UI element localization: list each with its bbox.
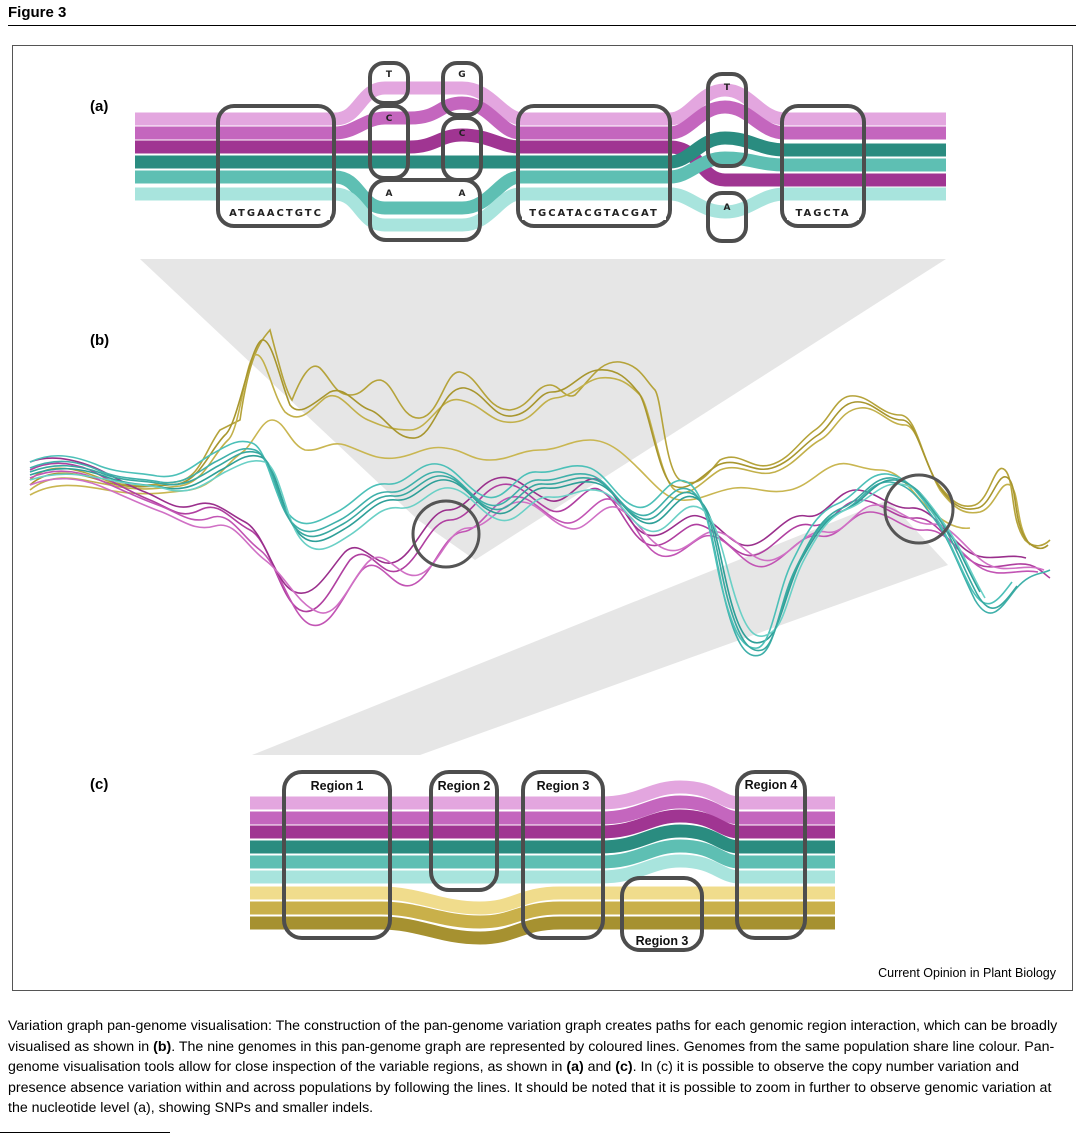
region-2-label: Region 2 xyxy=(438,779,491,793)
c-path-teal-light xyxy=(250,854,835,884)
panel-b-label: (b) xyxy=(90,332,110,349)
snp3-top-base: T xyxy=(724,83,731,93)
c-path-gold-dark xyxy=(250,916,835,945)
sequence-2: TGCATACGTACGAT xyxy=(529,208,659,219)
caption-ref-b: (b) xyxy=(153,1038,172,1055)
snp1-bottom-base: A xyxy=(386,189,393,199)
caption-ref-c: (c) xyxy=(615,1059,633,1075)
magenta-line-4 xyxy=(29,477,1045,614)
caption-text-3: and xyxy=(583,1059,616,1075)
c-path-gold-mid xyxy=(250,901,835,929)
sequence-3: TAGCTA xyxy=(795,208,850,219)
path-teal-dark xyxy=(135,131,946,169)
teal-line-5 xyxy=(29,450,1018,652)
zoom-circle-right xyxy=(883,473,955,545)
caption-text-2: . The nine genomes in this pan-genome gr… xyxy=(8,1038,1055,1076)
figure-frame xyxy=(12,45,1073,991)
caption-ref-a: (a) xyxy=(566,1059,584,1075)
region-4-label: Region 4 xyxy=(745,778,798,792)
figure-title: Figure 3 xyxy=(8,4,67,21)
panel-c-graph: Region 1 Region 2 Region 3 Region 4 Regi… xyxy=(250,770,835,952)
c-path-teal-mid xyxy=(250,839,835,869)
c-path-teal-dark xyxy=(250,824,835,854)
region-1-label: Region 1 xyxy=(311,779,364,793)
snp2-top-base: G xyxy=(458,70,465,80)
sequence-1: ATGAACTGTC xyxy=(229,208,323,219)
snp2-bottom-base: A xyxy=(459,189,466,199)
journal-credit: Current Opinion in Plant Biology xyxy=(878,966,1056,980)
bottom-rule xyxy=(0,1132,170,1133)
panel-a-label: (a) xyxy=(90,98,109,115)
c-path-pink-dark xyxy=(250,809,835,839)
panel-b-graph xyxy=(29,328,1051,657)
region-3-label: Region 3 xyxy=(537,779,590,793)
teal-line-3 xyxy=(29,440,1013,649)
snp2-mid-base: C xyxy=(459,129,466,139)
c-path-pink-mid xyxy=(250,795,835,825)
snp1-mid-base: C xyxy=(386,114,393,124)
region-3b-label: Region 3 xyxy=(636,934,689,948)
snp3-bottom-base: A xyxy=(724,203,731,213)
path-pink-mid xyxy=(135,96,946,140)
top-rule xyxy=(8,25,1076,26)
c-path-pink-light xyxy=(250,780,835,810)
zoom-wedge-bottom xyxy=(252,500,948,755)
snp1-top-base: T xyxy=(386,70,393,80)
c-path-gold-light xyxy=(250,886,835,915)
zoom-wedge-top xyxy=(140,259,946,560)
zoom-circle-left xyxy=(411,499,481,569)
caption-text-4: . In (c) it is possible to observe the c… xyxy=(8,1059,1052,1116)
magenta-line-1 xyxy=(29,462,1051,613)
caption-text-1: Variation graph pan-genome visualisation… xyxy=(8,1018,1058,1055)
magenta-line-2 xyxy=(29,470,1039,627)
panel-c-label: (c) xyxy=(90,776,109,793)
teal-line-2 xyxy=(29,454,981,644)
panel-a-graph: ATGAACTGTC TGCATACGTACGAT TAGCTA T C A G… xyxy=(135,61,946,243)
figure-caption: Variation graph pan-genome visualisation… xyxy=(8,1016,1072,1119)
gold-line-4 xyxy=(29,419,971,530)
path-pink-light xyxy=(135,81,946,126)
teal-line-4 xyxy=(29,460,986,638)
